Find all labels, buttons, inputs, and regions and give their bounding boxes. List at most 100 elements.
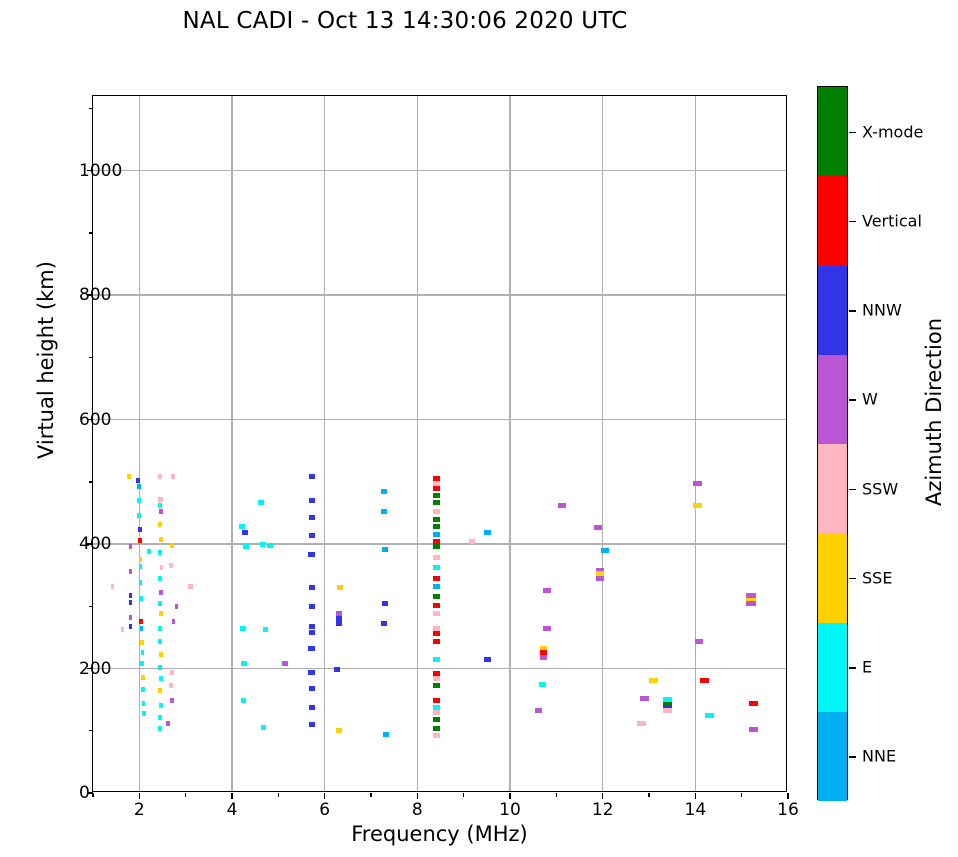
colorbar-label-w: W (862, 389, 878, 409)
data-point-e (157, 550, 162, 556)
colorbar-title: Azimuth Direction (922, 317, 946, 507)
data-point-e (240, 626, 246, 632)
data-point-ssw (157, 474, 163, 480)
colorbar-label-ssw: SSW (862, 479, 899, 499)
gridline-horizontal (93, 170, 786, 172)
data-point-nnw (308, 585, 315, 591)
data-point-sse (693, 502, 703, 508)
data-point-ssw (158, 496, 163, 502)
y-axis-tick (87, 543, 93, 545)
data-point-sse (140, 639, 144, 645)
colorbar-tick (849, 310, 856, 312)
data-point-nnw (663, 704, 672, 710)
data-point-sse (158, 611, 163, 617)
data-point-x-mode (433, 593, 441, 599)
data-point-w (128, 568, 132, 574)
colorbar-segment-nnw (818, 265, 847, 355)
plot-area (93, 96, 786, 791)
data-point-w (557, 502, 566, 508)
data-point-w (170, 698, 175, 704)
colorbar-segment-vertical (818, 176, 847, 266)
data-point-nne (140, 626, 144, 632)
data-point-e (158, 638, 163, 644)
data-point-ssw (169, 669, 174, 675)
data-point-nnw (308, 704, 315, 710)
x-axis-minor-tick (462, 793, 465, 797)
data-point-sse (126, 474, 132, 480)
data-point-e (538, 682, 547, 688)
data-point-x-mode (433, 717, 441, 723)
data-point-ssw (433, 675, 441, 681)
data-point-vertical (433, 602, 441, 608)
data-point-w (282, 661, 289, 667)
data-point-w (694, 638, 704, 644)
data-point-nnw (129, 623, 133, 629)
data-point-nnw (308, 646, 315, 652)
data-point-w (166, 720, 170, 726)
y-axis-minor-tick (89, 730, 93, 732)
data-point-w (746, 601, 756, 607)
data-point-e (262, 627, 269, 633)
gridline-vertical (694, 96, 696, 791)
colorbar-segment-x-mode (818, 87, 847, 177)
data-point-nnw (308, 474, 315, 480)
data-point-vertical (433, 631, 441, 637)
data-point-sse (138, 556, 142, 562)
data-point-sse (169, 542, 174, 548)
x-axis-tick (694, 793, 697, 799)
data-point-x-mode (433, 500, 441, 506)
data-point-nnw (308, 498, 315, 503)
data-point-ssw (433, 709, 441, 715)
x-axis-minor-tick (555, 793, 558, 797)
data-point-w (748, 727, 758, 733)
data-point-nnw (137, 526, 142, 532)
x-axis-tick (601, 793, 604, 799)
data-point-ssw (468, 539, 476, 545)
colorbar-label-sse: SSE (862, 568, 893, 588)
data-point-nnw (381, 601, 389, 607)
data-point-nne (484, 530, 492, 536)
data-point-e (157, 626, 162, 632)
gridline-horizontal (93, 667, 786, 670)
data-point-ssw (168, 562, 173, 568)
y-axis-tick (87, 792, 93, 794)
y-axis-tick (87, 418, 93, 421)
data-point-x-mode (433, 544, 441, 550)
data-point-e (157, 502, 162, 508)
data-point-w (746, 592, 756, 598)
x-axis-minor-tick (648, 793, 650, 797)
data-point-nne (380, 509, 388, 515)
data-point-ssw (433, 611, 441, 617)
x-axis-tick-label: 8 (411, 800, 423, 820)
y-axis-tick (87, 169, 93, 172)
y-axis-minor-tick (89, 356, 93, 359)
data-point-e (433, 657, 441, 663)
data-point-sse (336, 585, 343, 591)
gridline-vertical (324, 96, 326, 791)
gridline-horizontal (93, 418, 786, 421)
data-point-w (535, 708, 543, 714)
data-point-e (141, 700, 146, 706)
colorbar-segment-sse (818, 533, 847, 623)
data-point-vertical (433, 671, 441, 676)
data-point-w (543, 626, 551, 632)
data-point-x-mode (433, 493, 441, 499)
data-point-vertical (433, 698, 441, 704)
data-point-nne (382, 732, 390, 737)
data-point-e (266, 542, 273, 548)
data-point-e (243, 544, 249, 550)
colorbar-tick (849, 577, 856, 580)
data-point-nnw (335, 616, 342, 622)
data-point-ssw (663, 708, 672, 714)
data-point-vertical (139, 618, 144, 624)
data-point-e (140, 596, 144, 602)
data-point-w (596, 576, 605, 582)
data-point-sse (158, 521, 163, 527)
colorbar-segment-w (818, 354, 847, 444)
x-axis-tick-label: 12 (591, 800, 614, 820)
data-point-vertical (433, 539, 441, 545)
data-point-sse (336, 728, 343, 734)
data-point-ssw (159, 565, 164, 571)
colorbar-label-e: E (862, 657, 873, 677)
x-axis-minor-tick (370, 793, 372, 797)
